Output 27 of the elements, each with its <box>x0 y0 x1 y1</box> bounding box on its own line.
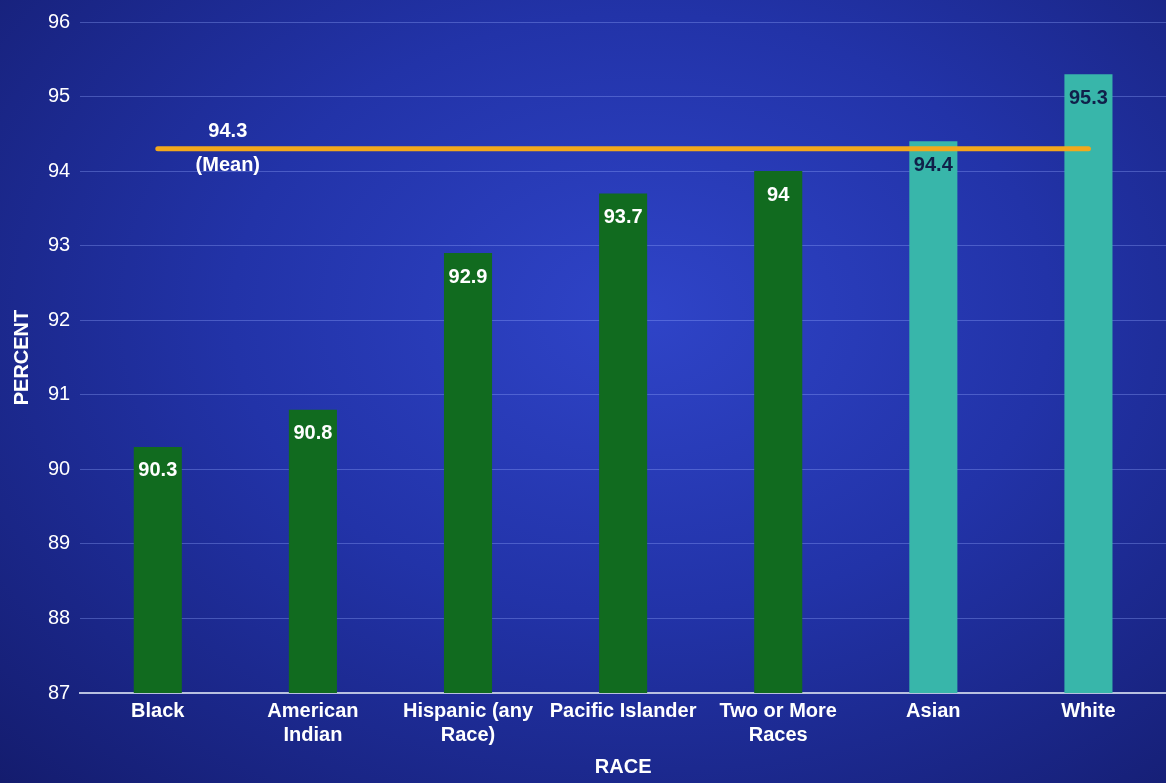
y-tick-label: 88 <box>48 605 71 628</box>
y-tick-label: 92 <box>48 307 71 330</box>
y-tick-label: 96 <box>48 9 71 32</box>
data-label: 94.4 <box>913 152 954 175</box>
y-tick-label: 95 <box>48 84 71 107</box>
data-label: 94 <box>767 182 791 205</box>
x-tick-label: Asian <box>906 698 961 721</box>
data-label: 90.8 <box>293 421 333 444</box>
y-tick-label: 87 <box>48 680 71 703</box>
data-label: 90.3 <box>138 458 178 481</box>
x-tick-label: White <box>1061 698 1116 721</box>
y-tick-label: 93 <box>48 233 71 256</box>
data-label: 92.9 <box>448 264 488 287</box>
x-tick-label: Black <box>131 698 186 721</box>
y-tick-label: 91 <box>48 382 71 405</box>
x-tick-label: Pacific Islander <box>549 698 697 721</box>
y-axis-title: PERCENT <box>9 309 32 406</box>
x-axis-title: RACE <box>594 754 652 777</box>
x-tick-label: American Indian <box>267 698 359 745</box>
y-tick-label: 89 <box>48 531 71 554</box>
data-label: 93.7 <box>603 204 643 227</box>
ref-line-label: 94.3 (Mean) <box>195 119 261 176</box>
y-tick-label: 90 <box>48 456 71 479</box>
x-tick-label: Two or More Races <box>719 698 837 745</box>
x-tick-label: Hispanic (any Race) <box>402 698 534 745</box>
y-tick-label: 94 <box>48 158 71 181</box>
data-label: 95.3 <box>1068 85 1108 108</box>
